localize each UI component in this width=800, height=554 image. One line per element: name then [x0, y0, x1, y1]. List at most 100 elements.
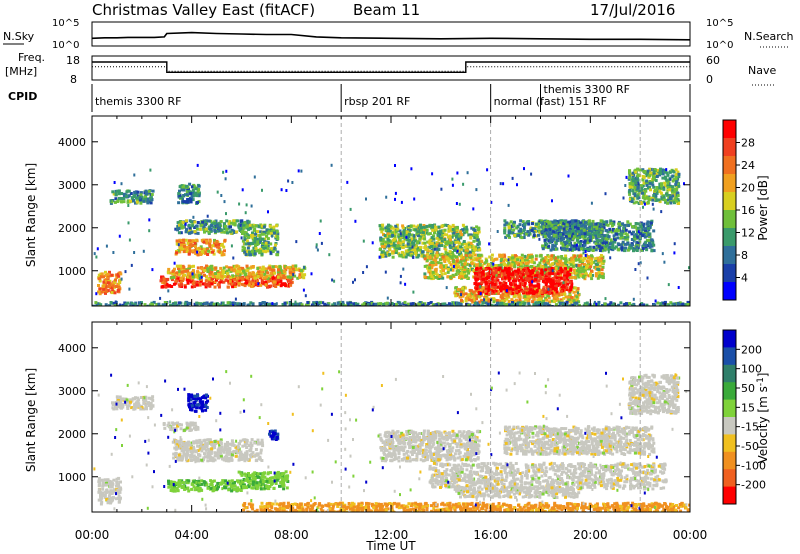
heatmap-cell: [473, 248, 477, 252]
heatmap-cell: [217, 272, 221, 276]
heatmap-cell: [576, 273, 580, 277]
heatmap-cell: [460, 263, 464, 267]
heatmap-cell: [436, 276, 440, 280]
heatmap-cell: [517, 263, 520, 267]
heatmap-cell: [509, 283, 513, 287]
heatmap-cell: [179, 267, 182, 271]
heatmap-cell: [272, 248, 276, 252]
heatmap-cell: [574, 247, 578, 251]
heatmap-cell: [428, 256, 432, 260]
date-label: 17/Jul/2016: [590, 1, 675, 19]
heatmap-cell: [460, 233, 464, 237]
heatmap-cell: [568, 243, 572, 247]
heatmap-cell: [260, 268, 264, 271]
heatmap-cell: [562, 290, 566, 294]
heatmap-cell: [632, 249, 635, 253]
heatmap-cell: [254, 224, 258, 228]
heatmap-cell: [648, 241, 651, 245]
heatmap-cell: [461, 294, 465, 298]
heatmap-cell: [172, 282, 176, 286]
heatmap-cell: [531, 222, 534, 226]
heatmap-cell: [502, 271, 506, 275]
heatmap-cell: [552, 247, 555, 251]
heatmap-cell: [505, 221, 509, 225]
heatmap-cell: [580, 224, 583, 228]
heatmap-cell: [382, 233, 385, 236]
heatmap-cell: [562, 296, 566, 300]
heatmap-cell: [554, 295, 558, 299]
heatmap-cell: [573, 268, 576, 272]
heatmap-cell: [537, 279, 541, 283]
heatmap-cell: [213, 243, 217, 247]
heatmap-cell: [586, 232, 590, 236]
heatmap-cell: [191, 282, 195, 286]
heatmap-cell: [270, 268, 274, 272]
heatmap-cell: [524, 271, 528, 275]
heatmap-cell: [525, 263, 529, 267]
heatmap-cell: [561, 246, 565, 250]
heatmap-cell: [427, 232, 431, 236]
heatmap-cell: [570, 224, 574, 228]
heatmap-cell: [202, 226, 206, 230]
heatmap-cell: [164, 279, 168, 283]
heatmap-cell: [262, 268, 266, 272]
heatmap-cell: [450, 235, 454, 239]
heatmap-cell: [478, 256, 482, 260]
heatmap-cell: [418, 237, 422, 241]
heatmap-cell: [402, 253, 406, 257]
heatmap-cell: [454, 262, 458, 266]
heatmap-cell: [623, 246, 627, 250]
heatmap-cell: [447, 254, 451, 258]
heatmap-cell: [250, 249, 254, 253]
heatmap-cell: [474, 245, 477, 249]
heatmap-cell: [649, 243, 653, 247]
heatmap-cell: [119, 272, 123, 276]
heatmap-cell: [517, 278, 521, 282]
heatmap-cell: [621, 230, 625, 233]
heatmap-cell: [605, 220, 609, 224]
heatmap-cell: [409, 248, 413, 252]
heatmap-cell: [221, 280, 225, 284]
heatmap-cell: [425, 264, 429, 268]
heatmap-cell: [635, 222, 639, 226]
heatmap-cell: [565, 246, 569, 250]
heatmap-cell: [447, 259, 451, 263]
heatmap-cell: [487, 287, 491, 291]
heatmap-cell: [478, 273, 482, 277]
heatmap-cell: [186, 269, 190, 273]
heatmap-cell: [555, 290, 559, 294]
heatmap-cell: [178, 189, 181, 193]
heatmap-cell: [188, 197, 192, 201]
heatmap-cell: [257, 270, 261, 274]
heatmap-cell: [254, 243, 257, 247]
heatmap-cell: [623, 223, 627, 227]
heatmap-cell: [503, 231, 507, 235]
heatmap-cell: [568, 273, 572, 276]
heatmap-cell: [648, 224, 652, 228]
heatmap-cell: [527, 260, 531, 263]
heatmap-cell: [602, 222, 606, 226]
heatmap-cell: [425, 231, 429, 235]
heatmap-cell: [504, 264, 508, 268]
heatmap-cell: [242, 269, 245, 273]
heatmap-cell: [118, 281, 122, 285]
heatmap-cell: [208, 244, 212, 248]
heatmap-cell: [197, 247, 201, 251]
heatmap-cell: [520, 270, 524, 274]
heatmap-cell: [407, 240, 411, 244]
heatmap-cell: [549, 248, 553, 252]
heatmap-cell: [223, 275, 227, 278]
heatmap-cell: [645, 239, 649, 242]
heatmap-cell: [511, 254, 515, 258]
heatmap-cell: [251, 242, 255, 245]
heatmap-cell: [451, 223, 455, 227]
heatmap-cell: [565, 223, 569, 227]
heatmap-cell: [451, 251, 454, 254]
heatmap-cell: [588, 225, 592, 229]
heatmap-cell: [526, 267, 530, 271]
heatmap-cell: [575, 290, 579, 294]
heatmap-cell: [457, 244, 461, 248]
heatmap-cell: [499, 274, 503, 278]
heatmap-cell: [399, 245, 403, 249]
heatmap-cell: [544, 268, 548, 272]
